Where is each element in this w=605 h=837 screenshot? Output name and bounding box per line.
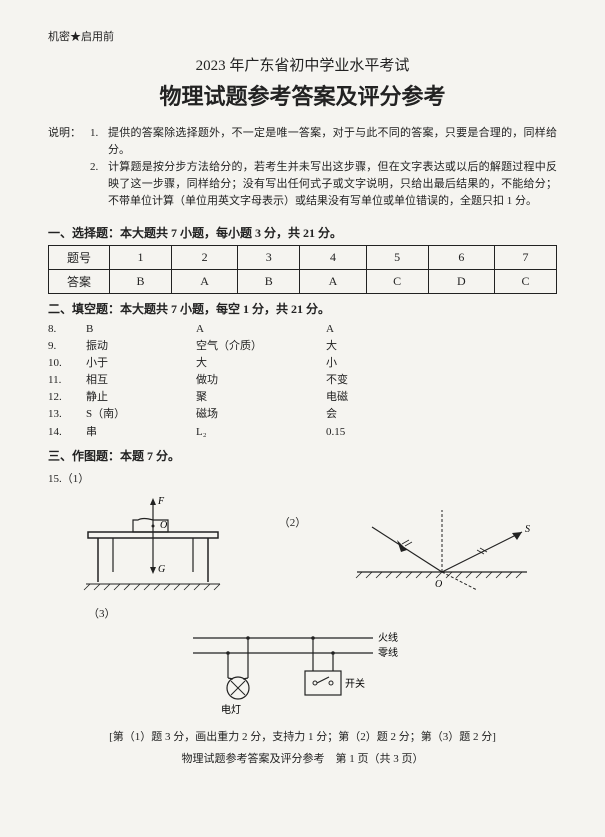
col-num: 4 — [300, 246, 366, 270]
col-num: 3 — [238, 246, 300, 270]
instructions: 说明： 1. 提供的答案除选择题外，不一定是唯一答案，对于与此不同的答案，只要是… — [48, 125, 557, 210]
col-num: 5 — [366, 246, 428, 270]
mc-answer: C — [366, 270, 428, 294]
fill-cell: A — [326, 321, 557, 338]
fill-row: 11.相互做功不变 — [48, 372, 557, 389]
col-num: 1 — [110, 246, 172, 270]
page-footer: 物理试题参考答案及评分参考 第 1 页（共 3 页） — [48, 750, 557, 766]
fill-num: 8. — [48, 321, 86, 338]
fill-cell: S（南） — [86, 406, 196, 423]
circuit-diagram: 火线 零线 电灯 开关 — [173, 623, 433, 718]
fill-cell: 相互 — [86, 372, 196, 389]
mc-answer: B — [110, 270, 172, 294]
fill-cell: 串 — [86, 424, 196, 441]
fill-cell: 大 — [196, 355, 326, 372]
fill-cell: 空气（介质） — [196, 338, 326, 355]
note-text-2: 计算题是按分步方法给分的，若考生并未写出这步骤，但在文字表达或以后的解题过程中反… — [108, 159, 557, 210]
q15-1-label: 15.（1） — [48, 470, 557, 486]
fill-cell: 小 — [326, 355, 557, 372]
fill-row: 9.振动空气（介质）大 — [48, 338, 557, 355]
fill-row: 13.S（南）磁场会 — [48, 406, 557, 423]
col-num: 2 — [171, 246, 237, 270]
force-diagram: O F G — [68, 492, 238, 597]
label-O: O — [160, 520, 167, 531]
fill-num: 12. — [48, 389, 86, 406]
mc-answer: B — [238, 270, 300, 294]
q15-2-label: （2） — [279, 514, 307, 530]
mc-answer: C — [495, 270, 557, 294]
fill-cell: 小于 — [86, 355, 196, 372]
title-year: 2023 年广东省初中学业水平考试 — [48, 54, 557, 75]
mc-table: 题号 1 2 3 4 5 6 7 答案 B A B A C D C — [48, 245, 557, 294]
fill-row: 8.BAA — [48, 321, 557, 338]
row-label: 题号 — [49, 246, 110, 270]
label-G: G — [158, 564, 165, 575]
fill-cell: 会 — [326, 406, 557, 423]
table-row: 答案 B A B A C D C — [49, 270, 557, 294]
col-num: 6 — [428, 246, 494, 270]
fill-cell: 做功 — [196, 372, 326, 389]
diagram-row-2: 火线 零线 电灯 开关 — [48, 623, 557, 718]
fill-row: 10.小于大小 — [48, 355, 557, 372]
fill-cell: 聚 — [196, 389, 326, 406]
fill-row: 14.串L₂0.15 — [48, 424, 557, 441]
fill-cell: 磁场 — [196, 406, 326, 423]
section2-heading: 二、填空题：本大题共 7 小题，每空 1 分，共 21 分。 — [48, 300, 557, 317]
mc-answer: A — [300, 270, 366, 294]
table-row: 题号 1 2 3 4 5 6 7 — [49, 246, 557, 270]
fill-num: 11. — [48, 372, 86, 389]
title-main: 物理试题参考答案及评分参考 — [48, 79, 557, 111]
label-O2: O — [435, 579, 442, 590]
q15-3-label: （3） — [88, 605, 557, 621]
section1-heading: 一、选择题：本大题共 7 小题，每小题 3 分，共 21 分。 — [48, 224, 557, 241]
label-F: F — [157, 496, 165, 507]
reflection-diagram: O S — [347, 492, 537, 597]
fill-cell: 静止 — [86, 389, 196, 406]
note-text-1: 提供的答案除选择题外，不一定是唯一答案，对于与此不同的答案，只要是合理的，同样给… — [108, 125, 557, 159]
page: 机密★启用前 2023 年广东省初中学业水平考试 物理试题参考答案及评分参考 说… — [0, 0, 605, 837]
fill-table: 8.BAA 9.振动空气（介质）大 10.小于大小 11.相互做功不变 12.静… — [48, 321, 557, 440]
label-switch: 开关 — [345, 677, 365, 690]
section3-heading: 三、作图题：本题 7 分。 — [48, 447, 557, 464]
fill-cell: 不变 — [326, 372, 557, 389]
note-num-2: 2. — [90, 159, 108, 210]
fill-cell: 电磁 — [326, 389, 557, 406]
fill-num: 13. — [48, 406, 86, 423]
label-lamp: 电灯 — [221, 703, 241, 716]
fill-num: 14. — [48, 424, 86, 441]
mc-answer: A — [171, 270, 237, 294]
fill-cell: A — [196, 321, 326, 338]
label-live: 火线 — [378, 631, 398, 644]
col-num: 7 — [495, 246, 557, 270]
instructions-label: 说明： — [48, 125, 90, 159]
scoring-note: [第（1）题 3 分，画出重力 2 分，支持力 1 分；第（2）题 2 分；第（… — [48, 728, 557, 744]
mc-answer: D — [428, 270, 494, 294]
fill-cell: B — [86, 321, 196, 338]
fill-num: 10. — [48, 355, 86, 372]
fill-cell: 振动 — [86, 338, 196, 355]
fill-cell: L₂ — [196, 424, 326, 441]
fill-cell: 大 — [326, 338, 557, 355]
fill-num: 9. — [48, 338, 86, 355]
secret-marker: 机密★启用前 — [48, 28, 557, 44]
label-neutral: 零线 — [378, 646, 398, 659]
diagram-row-1: O F G （2） — [48, 492, 557, 597]
label-S: S — [525, 524, 530, 535]
note-num-1: 1. — [90, 125, 108, 159]
fill-cell: 0.15 — [326, 424, 557, 441]
fill-row: 12.静止聚电磁 — [48, 389, 557, 406]
row-label: 答案 — [49, 270, 110, 294]
